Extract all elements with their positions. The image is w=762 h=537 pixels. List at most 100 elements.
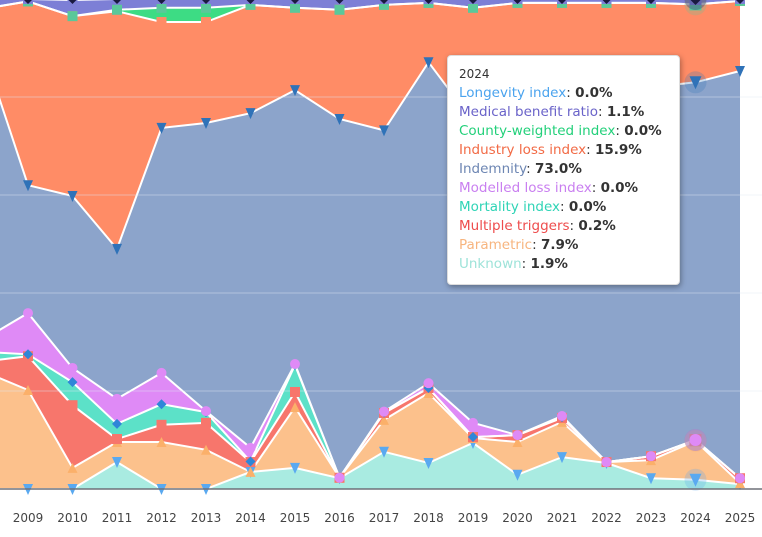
data-point[interactable] xyxy=(379,446,389,458)
area-unknown xyxy=(0,442,740,489)
data-point[interactable] xyxy=(379,0,389,4)
area-mortality-index xyxy=(0,352,740,479)
tooltip-item-value: 7.9% xyxy=(540,237,579,253)
data-point[interactable] xyxy=(379,406,389,417)
x-tick-label: 2021 xyxy=(547,511,578,525)
data-point[interactable] xyxy=(112,4,122,15)
data-point[interactable] xyxy=(646,0,656,4)
data-point[interactable] xyxy=(290,85,300,97)
data-point[interactable] xyxy=(646,451,656,462)
tooltip: 2024 Longevity index: 0.0% Medical benefi… xyxy=(447,55,680,285)
tooltip-item: Industry loss index: 15.9% xyxy=(459,142,642,158)
data-point[interactable] xyxy=(689,434,702,446)
data-point[interactable] xyxy=(557,0,567,4)
data-point[interactable] xyxy=(156,399,167,410)
data-point[interactable] xyxy=(67,377,78,388)
data-point[interactable] xyxy=(201,444,211,455)
data-point[interactable] xyxy=(290,386,300,397)
data-point[interactable] xyxy=(424,0,434,4)
data-point[interactable] xyxy=(468,432,478,443)
data-point[interactable] xyxy=(201,117,211,129)
data-point[interactable] xyxy=(112,243,122,255)
data-point[interactable] xyxy=(290,359,300,370)
data-point[interactable] xyxy=(67,190,78,202)
data-point[interactable] xyxy=(67,362,78,373)
data-point[interactable] xyxy=(112,0,122,4)
data-point[interactable] xyxy=(335,0,345,4)
data-point[interactable] xyxy=(513,0,523,4)
tooltip-item-value: 0.0% xyxy=(600,180,639,196)
data-point[interactable] xyxy=(156,122,167,134)
tooltip-item-value: 0.0% xyxy=(624,123,662,139)
data-point[interactable] xyxy=(334,472,345,483)
data-point[interactable] xyxy=(245,0,256,10)
data-point[interactable] xyxy=(689,473,702,487)
data-point[interactable] xyxy=(67,400,78,411)
data-point[interactable] xyxy=(602,0,612,4)
tooltip-item-label: County-weighted index xyxy=(459,123,616,139)
data-point[interactable] xyxy=(112,393,122,404)
data-point[interactable] xyxy=(201,0,211,4)
data-point[interactable] xyxy=(468,0,478,4)
data-point[interactable] xyxy=(646,473,656,485)
x-tick-label: 2022 xyxy=(591,511,622,525)
data-point[interactable] xyxy=(246,0,256,4)
x-tick-label: 2016 xyxy=(324,511,355,525)
data-point[interactable] xyxy=(157,0,167,4)
data-point[interactable] xyxy=(379,0,389,10)
data-point[interactable] xyxy=(201,2,211,13)
data-point[interactable] xyxy=(156,419,167,430)
data-point[interactable] xyxy=(201,417,211,428)
data-point[interactable] xyxy=(23,385,33,396)
data-point[interactable] xyxy=(423,57,434,69)
data-point[interactable] xyxy=(423,378,434,389)
data-point[interactable] xyxy=(334,4,345,15)
data-point[interactable] xyxy=(156,367,167,378)
data-point[interactable] xyxy=(379,414,389,425)
data-point[interactable] xyxy=(67,11,78,22)
data-point[interactable] xyxy=(23,180,33,192)
data-point[interactable] xyxy=(468,2,478,13)
data-point[interactable] xyxy=(112,434,122,445)
x-tick-label: 2015 xyxy=(280,511,311,525)
data-point[interactable] xyxy=(290,2,300,13)
data-point[interactable] xyxy=(379,125,389,137)
data-point[interactable] xyxy=(601,457,612,468)
data-point[interactable] xyxy=(245,442,256,453)
data-point[interactable] xyxy=(689,0,702,11)
data-point[interactable] xyxy=(23,0,33,4)
data-point[interactable] xyxy=(67,462,78,473)
data-point[interactable] xyxy=(201,17,211,28)
data-point[interactable] xyxy=(468,417,478,428)
data-point[interactable] xyxy=(290,0,300,4)
tooltip-item: Mortality index: 0.0% xyxy=(459,199,607,215)
data-point[interactable] xyxy=(690,0,702,5)
data-point[interactable] xyxy=(735,0,745,4)
data-point[interactable] xyxy=(512,430,523,441)
data-point[interactable] xyxy=(201,406,211,417)
data-point[interactable] xyxy=(557,410,567,421)
data-point[interactable] xyxy=(290,462,300,474)
data-point[interactable] xyxy=(689,76,702,90)
data-point[interactable] xyxy=(23,349,33,360)
data-point[interactable] xyxy=(156,2,167,13)
data-point[interactable] xyxy=(156,17,167,28)
data-point[interactable] xyxy=(423,458,434,470)
data-point[interactable] xyxy=(512,436,523,447)
tooltip-title: 2024 xyxy=(459,67,490,81)
data-point[interactable] xyxy=(245,466,256,477)
data-point[interactable] xyxy=(334,114,345,126)
data-point[interactable] xyxy=(735,66,745,78)
area-parametric xyxy=(0,378,740,489)
data-point[interactable] xyxy=(23,308,33,319)
data-point[interactable] xyxy=(557,452,567,464)
data-point[interactable] xyxy=(245,456,256,467)
data-point[interactable] xyxy=(112,418,122,429)
data-point[interactable] xyxy=(512,469,523,481)
data-point[interactable] xyxy=(68,0,78,4)
data-point[interactable] xyxy=(245,108,256,120)
data-point[interactable] xyxy=(735,473,745,484)
data-point[interactable] xyxy=(290,402,300,413)
data-point[interactable] xyxy=(112,457,122,469)
data-point[interactable] xyxy=(156,436,167,447)
